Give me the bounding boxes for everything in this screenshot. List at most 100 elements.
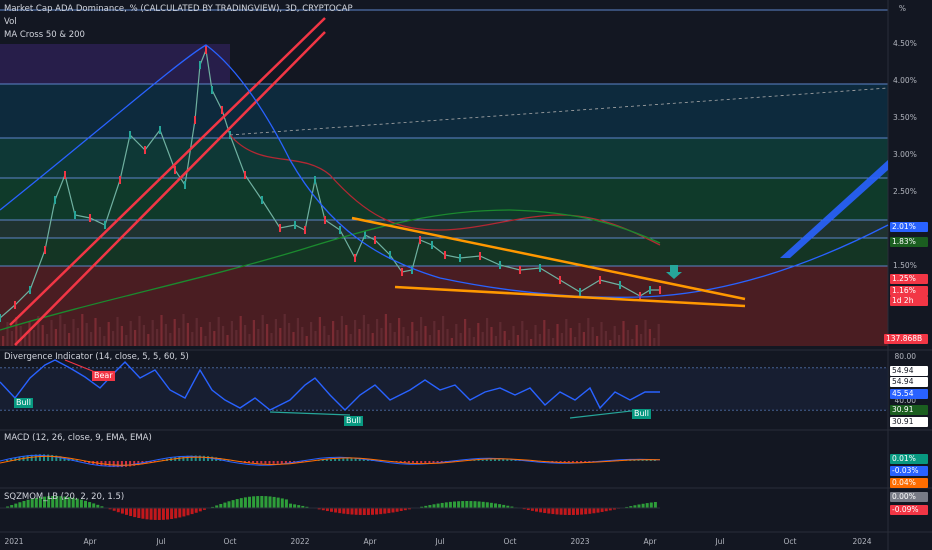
volume-bar-126 bbox=[556, 324, 559, 346]
volume-bar-117 bbox=[516, 335, 519, 346]
sqz-bar-72 bbox=[297, 505, 301, 508]
wedge-upper-line bbox=[351, 216, 746, 301]
candle-4 bbox=[54, 196, 56, 204]
macd-hist-12 bbox=[51, 454, 54, 461]
volume-bar-104 bbox=[459, 333, 462, 346]
volume-bar-112 bbox=[494, 336, 497, 346]
sqz-bar-135 bbox=[555, 508, 559, 515]
volume-bar-19 bbox=[85, 323, 88, 346]
price-badge-2: 1.83% bbox=[890, 237, 928, 247]
sqz-bar-97 bbox=[399, 508, 403, 511]
fib-band-3 bbox=[0, 178, 888, 220]
sqz-bar-4 bbox=[18, 502, 22, 508]
candle-33 bbox=[401, 268, 403, 276]
volume-bar-3 bbox=[15, 317, 18, 346]
volume-bar-100 bbox=[442, 316, 445, 346]
volume-bar-2 bbox=[10, 331, 13, 346]
sqz-bar-159 bbox=[653, 502, 657, 508]
sqz-bar-117 bbox=[481, 501, 485, 508]
sqz-bar-21 bbox=[88, 502, 92, 508]
sqz-bar-67 bbox=[276, 497, 280, 508]
sqz-bar-81 bbox=[334, 508, 338, 513]
volume-bar-28 bbox=[125, 335, 128, 346]
sqz-bar-127 bbox=[522, 508, 526, 510]
bull-label-1: Bull bbox=[14, 398, 34, 408]
candle-3 bbox=[44, 246, 46, 254]
macd-hist-48 bbox=[198, 455, 201, 461]
volume-bar-94 bbox=[415, 331, 418, 346]
macd-line bbox=[0, 454, 661, 467]
sqz-bar-104 bbox=[428, 505, 432, 508]
volume-bar-103 bbox=[455, 324, 458, 346]
sqz-bar-48 bbox=[198, 508, 202, 512]
volume-bar-12 bbox=[54, 329, 57, 346]
sqz-bar-73 bbox=[301, 505, 305, 508]
macd-hist-73 bbox=[301, 461, 304, 463]
sqz-bar-149 bbox=[612, 508, 616, 510]
volume-bar-45 bbox=[200, 327, 203, 346]
sqz-bar-66 bbox=[272, 496, 276, 508]
price-tick-label: 4.00% bbox=[893, 76, 917, 85]
sqz-bar-122 bbox=[502, 504, 506, 508]
macd-hist-142 bbox=[584, 461, 587, 463]
volume-bar-91 bbox=[402, 327, 405, 346]
volume-bar-74 bbox=[327, 335, 330, 346]
volume-bar-145 bbox=[640, 334, 643, 346]
volume-bar-130 bbox=[574, 337, 577, 346]
candle-16 bbox=[199, 61, 201, 69]
candle-29 bbox=[354, 254, 356, 262]
volume-bar-143 bbox=[631, 339, 634, 346]
sqz-bar-23 bbox=[96, 504, 100, 508]
sqz-bar-44 bbox=[182, 508, 186, 517]
macd-hist-69 bbox=[284, 461, 287, 464]
sqz-bar-157 bbox=[645, 503, 649, 508]
sqz-bar-8 bbox=[34, 497, 38, 508]
volume-bar-109 bbox=[481, 332, 484, 346]
candle-22 bbox=[261, 196, 263, 204]
percent-axis-label: % bbox=[898, 4, 906, 13]
sqz-bar-93 bbox=[383, 508, 387, 514]
sqz-bar-91 bbox=[375, 508, 379, 515]
sqz-bar-41 bbox=[170, 508, 174, 519]
volume-bar-61 bbox=[270, 333, 273, 346]
sqz-bar-83 bbox=[342, 508, 346, 514]
macd-hist-13 bbox=[55, 455, 58, 461]
macd-hist-62 bbox=[256, 461, 259, 464]
sqz-bar-56 bbox=[231, 500, 235, 508]
sqz-bar-139 bbox=[571, 508, 575, 515]
volume-bar-77 bbox=[340, 316, 343, 346]
price-series-line bbox=[0, 47, 660, 319]
volume-bar-149 bbox=[657, 324, 660, 346]
sqz-bar-32 bbox=[133, 508, 137, 518]
sqz-bar-47 bbox=[194, 508, 198, 513]
sqz-bar-121 bbox=[498, 504, 502, 508]
volume-bar-78 bbox=[345, 325, 348, 346]
macd-hist-139 bbox=[571, 461, 574, 463]
blue-curve bbox=[0, 44, 889, 298]
candle-25 bbox=[304, 226, 306, 234]
macd-hist-50 bbox=[207, 456, 209, 461]
macd-hist-68 bbox=[280, 461, 283, 464]
volume-bar-39 bbox=[173, 319, 176, 346]
bull-divergence-line-1 bbox=[269, 411, 351, 416]
volume-bar-31 bbox=[138, 316, 141, 346]
macd-hist-101 bbox=[416, 461, 419, 463]
volume-bar-26 bbox=[116, 317, 119, 346]
macd-hist-99 bbox=[407, 461, 410, 463]
sqz-badge-1: 0.00% bbox=[890, 492, 928, 502]
volume-bar-18 bbox=[81, 314, 84, 346]
price-tick-label: 2.50% bbox=[893, 187, 917, 196]
candle-12 bbox=[159, 126, 161, 134]
sqz-bar-28 bbox=[116, 508, 120, 513]
volume-bar-64 bbox=[283, 314, 286, 346]
candle-23 bbox=[279, 224, 281, 232]
macd-hist-123 bbox=[506, 459, 509, 461]
volume-bar-101 bbox=[446, 329, 449, 346]
sqz-bar-116 bbox=[477, 501, 481, 508]
div-badge-1: 54.94 bbox=[890, 366, 928, 376]
volume-bar-105 bbox=[464, 319, 467, 346]
volume-bar-60 bbox=[266, 324, 269, 346]
macd-hist-122 bbox=[502, 459, 505, 461]
macd-hist-1 bbox=[6, 459, 9, 461]
